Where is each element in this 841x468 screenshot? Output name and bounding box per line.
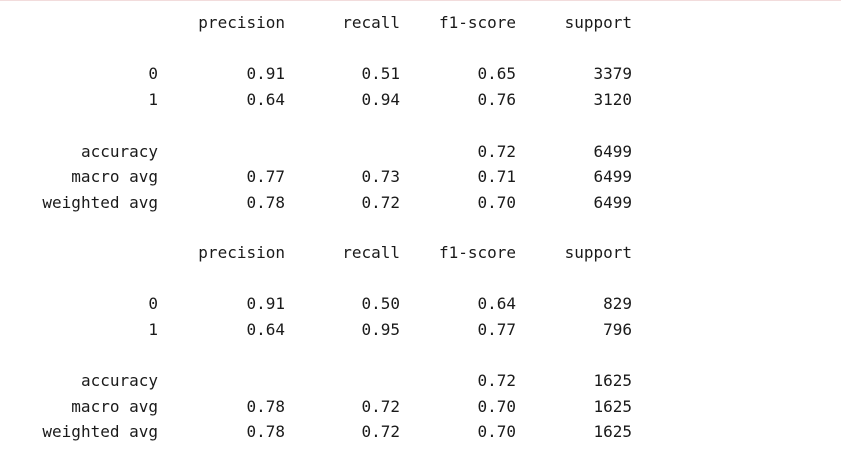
f1-value: 0.72: [477, 371, 516, 390]
summary-row-macro-avg: macro avg 0.78 0.72 0.70 1625: [0, 395, 841, 419]
summary-label: macro avg: [71, 167, 158, 186]
precision-value: 0.64: [246, 90, 285, 109]
support-value: 6499: [593, 193, 632, 212]
support-value: 1625: [593, 422, 632, 441]
recall-value: 0.95: [361, 320, 400, 339]
header-precision: precision: [198, 13, 285, 32]
f1-value: 0.72: [477, 142, 516, 161]
report-header-row: precision recall f1-score support: [0, 11, 841, 35]
support-value: 796: [603, 320, 632, 339]
summary-label: weighted avg: [42, 422, 158, 441]
support-value: 3379: [593, 64, 632, 83]
f1-value: 0.70: [477, 422, 516, 441]
support-value: 6499: [593, 142, 632, 161]
summary-label: accuracy: [80, 371, 158, 390]
class-row: 1 0.64 0.94 0.76 3120: [0, 88, 841, 112]
class-row: 1 0.64 0.95 0.77 796: [0, 318, 841, 342]
summary-label: weighted avg: [42, 193, 158, 212]
recall-value: 0.73: [361, 167, 400, 186]
summary-label: macro avg: [71, 397, 158, 416]
class-label: 0: [148, 294, 158, 313]
f1-value: 0.70: [477, 397, 516, 416]
support-value: 6499: [593, 167, 632, 186]
header-f1-score: f1-score: [438, 243, 516, 262]
header-f1-score: f1-score: [438, 13, 516, 32]
header-recall: recall: [342, 243, 400, 262]
output-top-divider: [0, 0, 841, 1]
f1-value: 0.77: [477, 320, 516, 339]
precision-value: 0.78: [246, 422, 285, 441]
report-header-row: precision recall f1-score support: [0, 241, 841, 265]
support-value: 1625: [593, 397, 632, 416]
header-precision: precision: [198, 243, 285, 262]
f1-value: 0.71: [477, 167, 516, 186]
summary-label: accuracy: [80, 142, 158, 161]
class-label: 1: [148, 90, 158, 109]
summary-row-accuracy: accuracy 0.72 6499: [0, 140, 841, 164]
summary-row-accuracy: accuracy 0.72 1625: [0, 369, 841, 393]
recall-value: 0.94: [361, 90, 400, 109]
recall-value: 0.72: [361, 193, 400, 212]
f1-value: 0.70: [477, 193, 516, 212]
class-label: 0: [148, 64, 158, 83]
header-recall: recall: [342, 13, 400, 32]
summary-row-weighted-avg: weighted avg 0.78 0.72 0.70 6499: [0, 191, 841, 215]
class-label: 1: [148, 320, 158, 339]
precision-value: 0.64: [246, 320, 285, 339]
f1-value: 0.65: [477, 64, 516, 83]
recall-value: 0.72: [361, 397, 400, 416]
precision-value: 0.91: [246, 64, 285, 83]
precision-value: 0.78: [246, 397, 285, 416]
precision-value: 0.77: [246, 167, 285, 186]
f1-value: 0.76: [477, 90, 516, 109]
support-value: 3120: [593, 90, 632, 109]
recall-value: 0.50: [361, 294, 400, 313]
header-support: support: [564, 13, 632, 32]
recall-value: 0.51: [361, 64, 400, 83]
f1-value: 0.64: [477, 294, 516, 313]
precision-value: 0.91: [246, 294, 285, 313]
recall-value: 0.72: [361, 422, 400, 441]
support-value: 829: [603, 294, 632, 313]
header-support: support: [564, 243, 632, 262]
summary-row-weighted-avg: weighted avg 0.78 0.72 0.70 1625: [0, 420, 841, 444]
precision-value: 0.78: [246, 193, 285, 212]
class-row: 0 0.91 0.51 0.65 3379: [0, 62, 841, 86]
class-row: 0 0.91 0.50 0.64 829: [0, 292, 841, 316]
support-value: 1625: [593, 371, 632, 390]
summary-row-macro-avg: macro avg 0.77 0.73 0.71 6499: [0, 165, 841, 189]
